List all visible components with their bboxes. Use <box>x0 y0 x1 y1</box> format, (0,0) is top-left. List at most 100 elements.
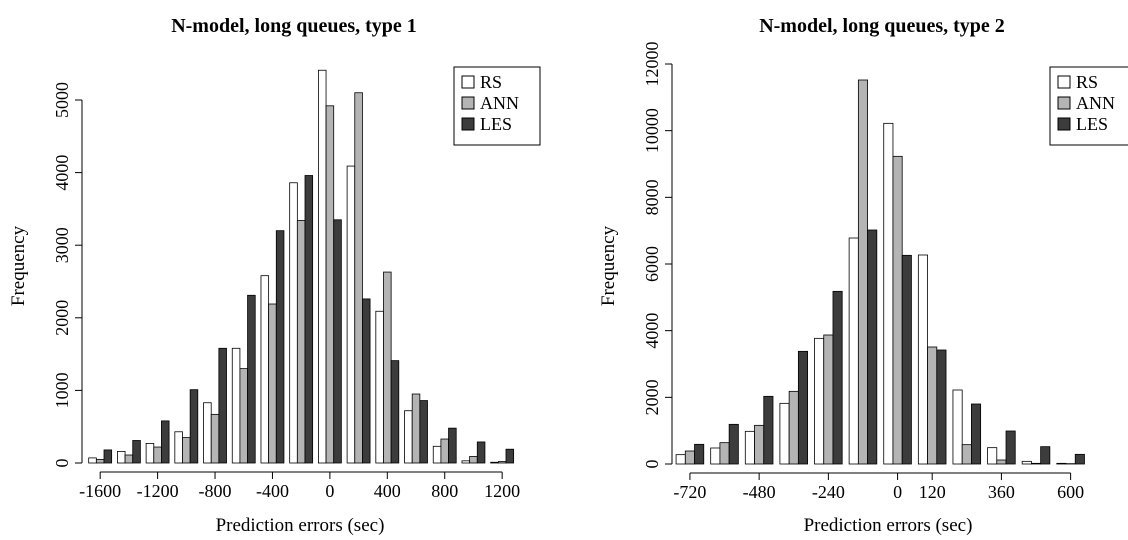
x-tick-label: -1200 <box>137 481 179 501</box>
x-tick-label: 1200 <box>484 481 520 501</box>
y-tick-label: 0 <box>642 460 662 469</box>
bar-les <box>189 389 199 464</box>
y-tick-label: 6000 <box>642 246 662 282</box>
bar-les <box>505 448 515 464</box>
bar-ann <box>182 437 191 464</box>
bar-les <box>971 403 982 465</box>
bar-ann <box>996 459 1007 465</box>
y-tick-label: 10000 <box>642 108 662 153</box>
bar-ann <box>788 390 799 465</box>
chart-title: N-model, long queues, type 1 <box>171 15 417 37</box>
bar-ann <box>95 458 105 464</box>
y-tick-label: 12000 <box>642 42 662 87</box>
bar-ann <box>892 155 903 465</box>
bar-rs <box>260 275 270 464</box>
x-axis-label: Prediction errors (sec) <box>804 515 973 536</box>
x-tick-label: 120 <box>919 482 946 502</box>
x-tick-label: -720 <box>673 482 706 502</box>
legend-label-rs: RS <box>480 72 502 92</box>
bar-les <box>275 230 285 464</box>
x-tick-label: 600 <box>1057 482 1084 502</box>
bar-les <box>132 440 141 464</box>
bar-rs <box>289 182 298 464</box>
y-tick-label: 4000 <box>642 313 662 349</box>
bar-les <box>103 449 113 464</box>
bar-ann <box>411 393 421 464</box>
bar-rs <box>346 165 356 464</box>
x-tick-label: -1600 <box>79 481 121 501</box>
y-tick-label: 1000 <box>52 372 72 408</box>
bar-les <box>390 360 400 464</box>
bar-ann <box>1031 462 1042 465</box>
bar-rs <box>675 454 686 465</box>
bar-rs <box>1021 460 1032 465</box>
legend-swatch-ann <box>1057 96 1071 110</box>
bar-rs <box>490 461 499 464</box>
legend-swatch-rs <box>1057 75 1071 89</box>
legend-label-ann: ANN <box>480 93 519 113</box>
bar-ann <box>124 454 134 464</box>
bar-ann <box>210 413 220 464</box>
bars <box>88 69 515 464</box>
bar-les <box>161 420 170 464</box>
bar-ann <box>823 334 834 465</box>
bar-ann <box>296 220 306 464</box>
bar-rs <box>848 237 859 465</box>
legend-swatch-rs <box>461 75 475 89</box>
bar-rs <box>987 447 998 465</box>
x-tick-label: 400 <box>374 481 401 501</box>
x-tick-label: -800 <box>199 481 232 501</box>
bar-rs <box>231 347 241 464</box>
bar-ann <box>754 424 765 465</box>
x-tick-label: 360 <box>988 482 1015 502</box>
bar-ann <box>497 461 507 464</box>
bar-ann <box>268 303 277 464</box>
bar-rs <box>952 389 963 465</box>
bar-rs <box>779 402 790 465</box>
legend-label-les: LES <box>1076 114 1108 134</box>
chart-panel-type-1: N-model, long queues, type 1 Frequency P… <box>8 15 541 536</box>
chart-title: N-model, long queues, type 2 <box>759 15 1005 37</box>
bar-rs <box>461 460 471 464</box>
y-tick-label: 3000 <box>52 227 72 263</box>
bar-les <box>304 175 314 464</box>
bar-les <box>832 290 843 465</box>
bar-rs <box>744 430 755 465</box>
chart-panel-type-2: N-model, long queues, type 2 Frequency P… <box>598 15 1128 536</box>
bar-ann <box>239 368 248 464</box>
legend-label-ann: ANN <box>1076 93 1115 113</box>
bar-les <box>218 347 227 464</box>
bar-rs <box>814 337 825 465</box>
bar-ann <box>961 444 972 465</box>
y-tick-label: 5000 <box>52 82 72 118</box>
bar-ann <box>927 346 938 465</box>
bar-rs <box>145 442 155 464</box>
bar-les <box>694 443 705 465</box>
bar-les <box>728 423 739 465</box>
bar-ann <box>383 271 392 464</box>
y-axis: 0 2000 4000 6000 8000 10000 12000 <box>642 42 673 469</box>
x-axis: -1600 -1200 -800 -400 0 400 800 1200 <box>79 471 520 501</box>
bar-rs <box>174 431 183 464</box>
y-axis-label: Frequency <box>8 225 29 306</box>
x-tick-label: -240 <box>812 482 845 502</box>
y-axis: 0 1000 2000 3000 4000 5000 <box>52 82 83 468</box>
y-tick-label: 2000 <box>52 300 72 336</box>
bar-rs <box>117 450 126 464</box>
y-axis-label: Frequency <box>598 225 619 306</box>
bar-les <box>901 254 912 465</box>
bar-ann <box>469 456 478 464</box>
x-tick-label: -480 <box>743 482 776 502</box>
bar-rs <box>883 122 894 465</box>
bar-les <box>247 294 256 464</box>
bar-rs <box>917 254 928 465</box>
y-tick-label: 8000 <box>642 179 662 215</box>
legend-swatch-les <box>1057 117 1071 131</box>
bar-les <box>1074 453 1085 465</box>
bar-rs <box>432 445 442 464</box>
bar-les <box>936 349 947 465</box>
x-tick-label: 0 <box>893 482 902 502</box>
bar-les <box>1005 430 1016 465</box>
x-tick-label: 0 <box>325 481 334 501</box>
